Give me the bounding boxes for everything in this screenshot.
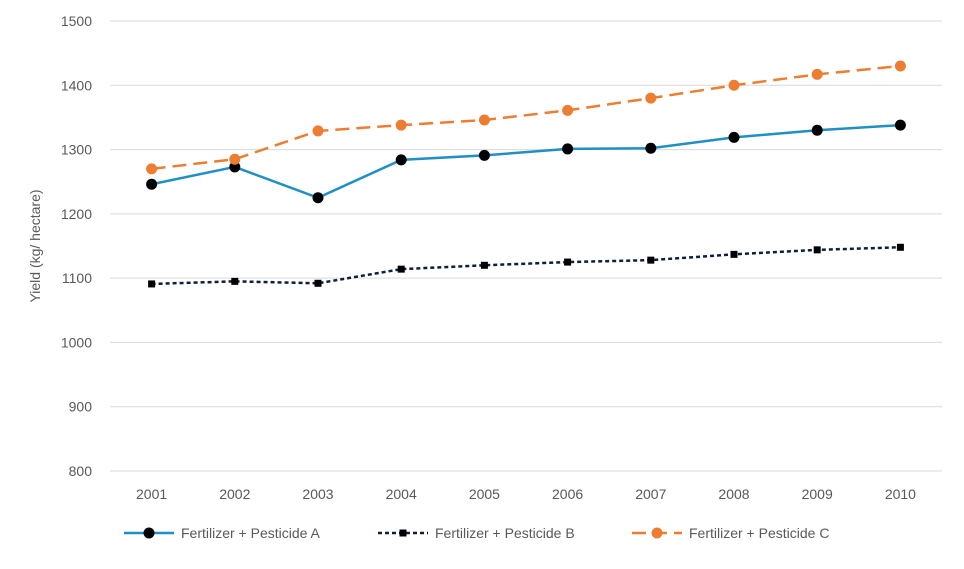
data-point [478,114,490,126]
data-point [312,192,324,204]
legend-label: Fertilizer + Pesticide B [435,525,575,541]
x-tick-label: 2003 [302,486,333,502]
data-point [728,131,740,143]
data-point [229,161,241,173]
data-point [564,258,572,266]
y-tick-label: 1200 [61,206,92,222]
data-point [562,143,574,155]
data-point [146,163,158,175]
legend-label: Fertilizer + Pesticide C [689,525,829,541]
x-tick-label: 2009 [802,486,833,502]
series-fertilizer-pesticide-a [146,119,906,204]
series-fertilizer-pesticide-c [146,60,906,175]
series-fertilizer-pesticide-b [148,243,904,288]
x-tick-label: 2002 [219,486,250,502]
y-tick-label: 1100 [62,270,92,286]
data-point [896,243,904,251]
x-tick-label: 2004 [386,486,417,502]
y-tick-label: 1300 [61,142,92,158]
y-tick-label: 1500 [61,13,92,29]
series-line [151,123,901,200]
data-point [231,277,239,285]
x-tick-label: 2007 [635,486,666,502]
data-point [314,279,322,287]
data-point [478,149,490,161]
legend-item: Fertilizer + Pesticide B [378,525,575,541]
x-tick-label: 2006 [552,486,583,502]
data-point [645,142,657,154]
data-point [395,119,407,131]
data-point [562,104,574,116]
data-point [811,124,823,136]
data-point [730,250,738,258]
y-tick-label: 1000 [61,334,92,350]
data-point [395,154,407,166]
data-point [894,60,906,72]
data-point [811,68,823,80]
x-tick-label: 2010 [885,486,916,502]
data-point [647,256,655,264]
data-point [894,119,906,131]
x-tick-label: 2001 [136,486,167,502]
data-point [728,79,740,91]
legend-item: Fertilizer + Pesticide C [632,525,829,541]
x-tick-label: 2008 [718,486,749,502]
data-point [146,178,158,190]
y-tick-label: 900 [69,399,93,415]
legend-marker [143,527,155,539]
y-tick-label: 800 [69,463,93,479]
legend-marker [399,529,407,537]
legend-item: Fertilizer + Pesticide A [124,525,321,541]
y-tick-label: 1400 [61,77,92,93]
series-line [151,64,901,171]
data-point [645,92,657,104]
data-point [229,153,241,165]
legend-label: Fertilizer + Pesticide A [181,525,321,541]
legend-marker [651,527,663,539]
series-line [151,246,901,286]
x-tick-label: 2005 [469,486,500,502]
data-point [813,246,821,254]
data-point [480,261,488,269]
data-point [312,125,324,137]
data-point [397,265,405,273]
data-point [148,280,156,288]
y-axis-label: Yield (kg/ hectare) [27,189,43,302]
